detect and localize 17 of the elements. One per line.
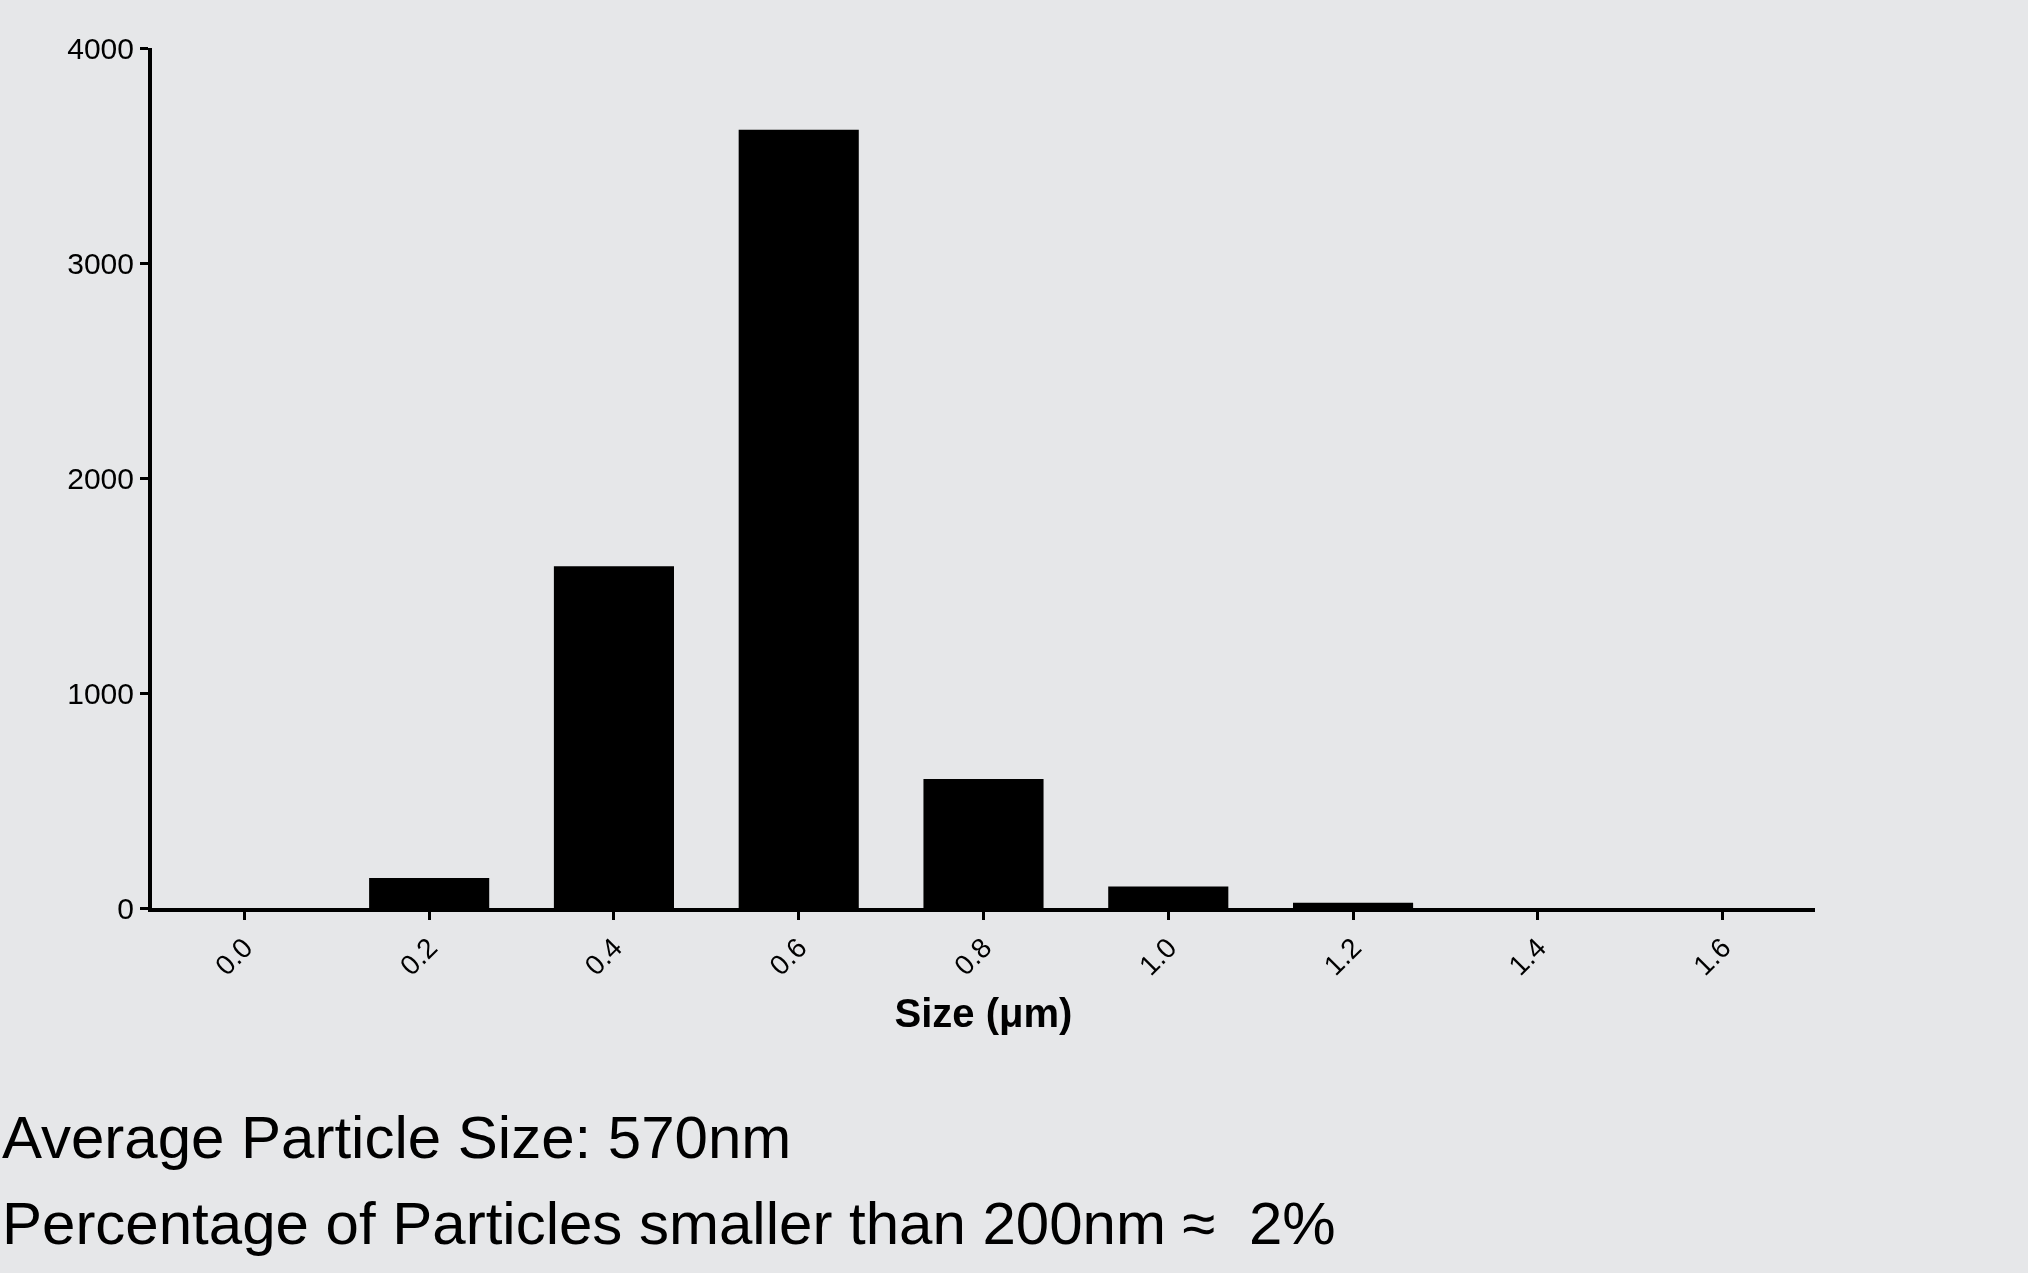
x-tick-label: 1.4 [1502,931,1552,982]
y-tick-label: 3000 [67,246,134,280]
x-tick-label: 1.0 [1132,931,1183,982]
x-tick-label: 0.6 [763,931,813,982]
y-tick-label: 4000 [67,31,134,65]
x-tick-label: 0.8 [948,931,998,982]
y-tick-label: 0 [117,891,134,925]
y-tick-label: 2000 [67,461,134,495]
x-tick-label: 0.0 [209,931,259,982]
y-tick-label: 1000 [67,676,134,710]
x-tick-label: 1.6 [1687,931,1737,982]
text: Average Particle Size: 570nm [2,1104,792,1171]
x-tick-label: 0.2 [393,931,444,982]
x-axis-title: Size (μm) [894,991,1073,1036]
x-tick-label: 1.2 [1317,931,1368,982]
text: Percentage of Particles smaller than 200nm ≈ 2% [2,1190,1336,1257]
x-tick-label: 0.4 [578,931,629,982]
